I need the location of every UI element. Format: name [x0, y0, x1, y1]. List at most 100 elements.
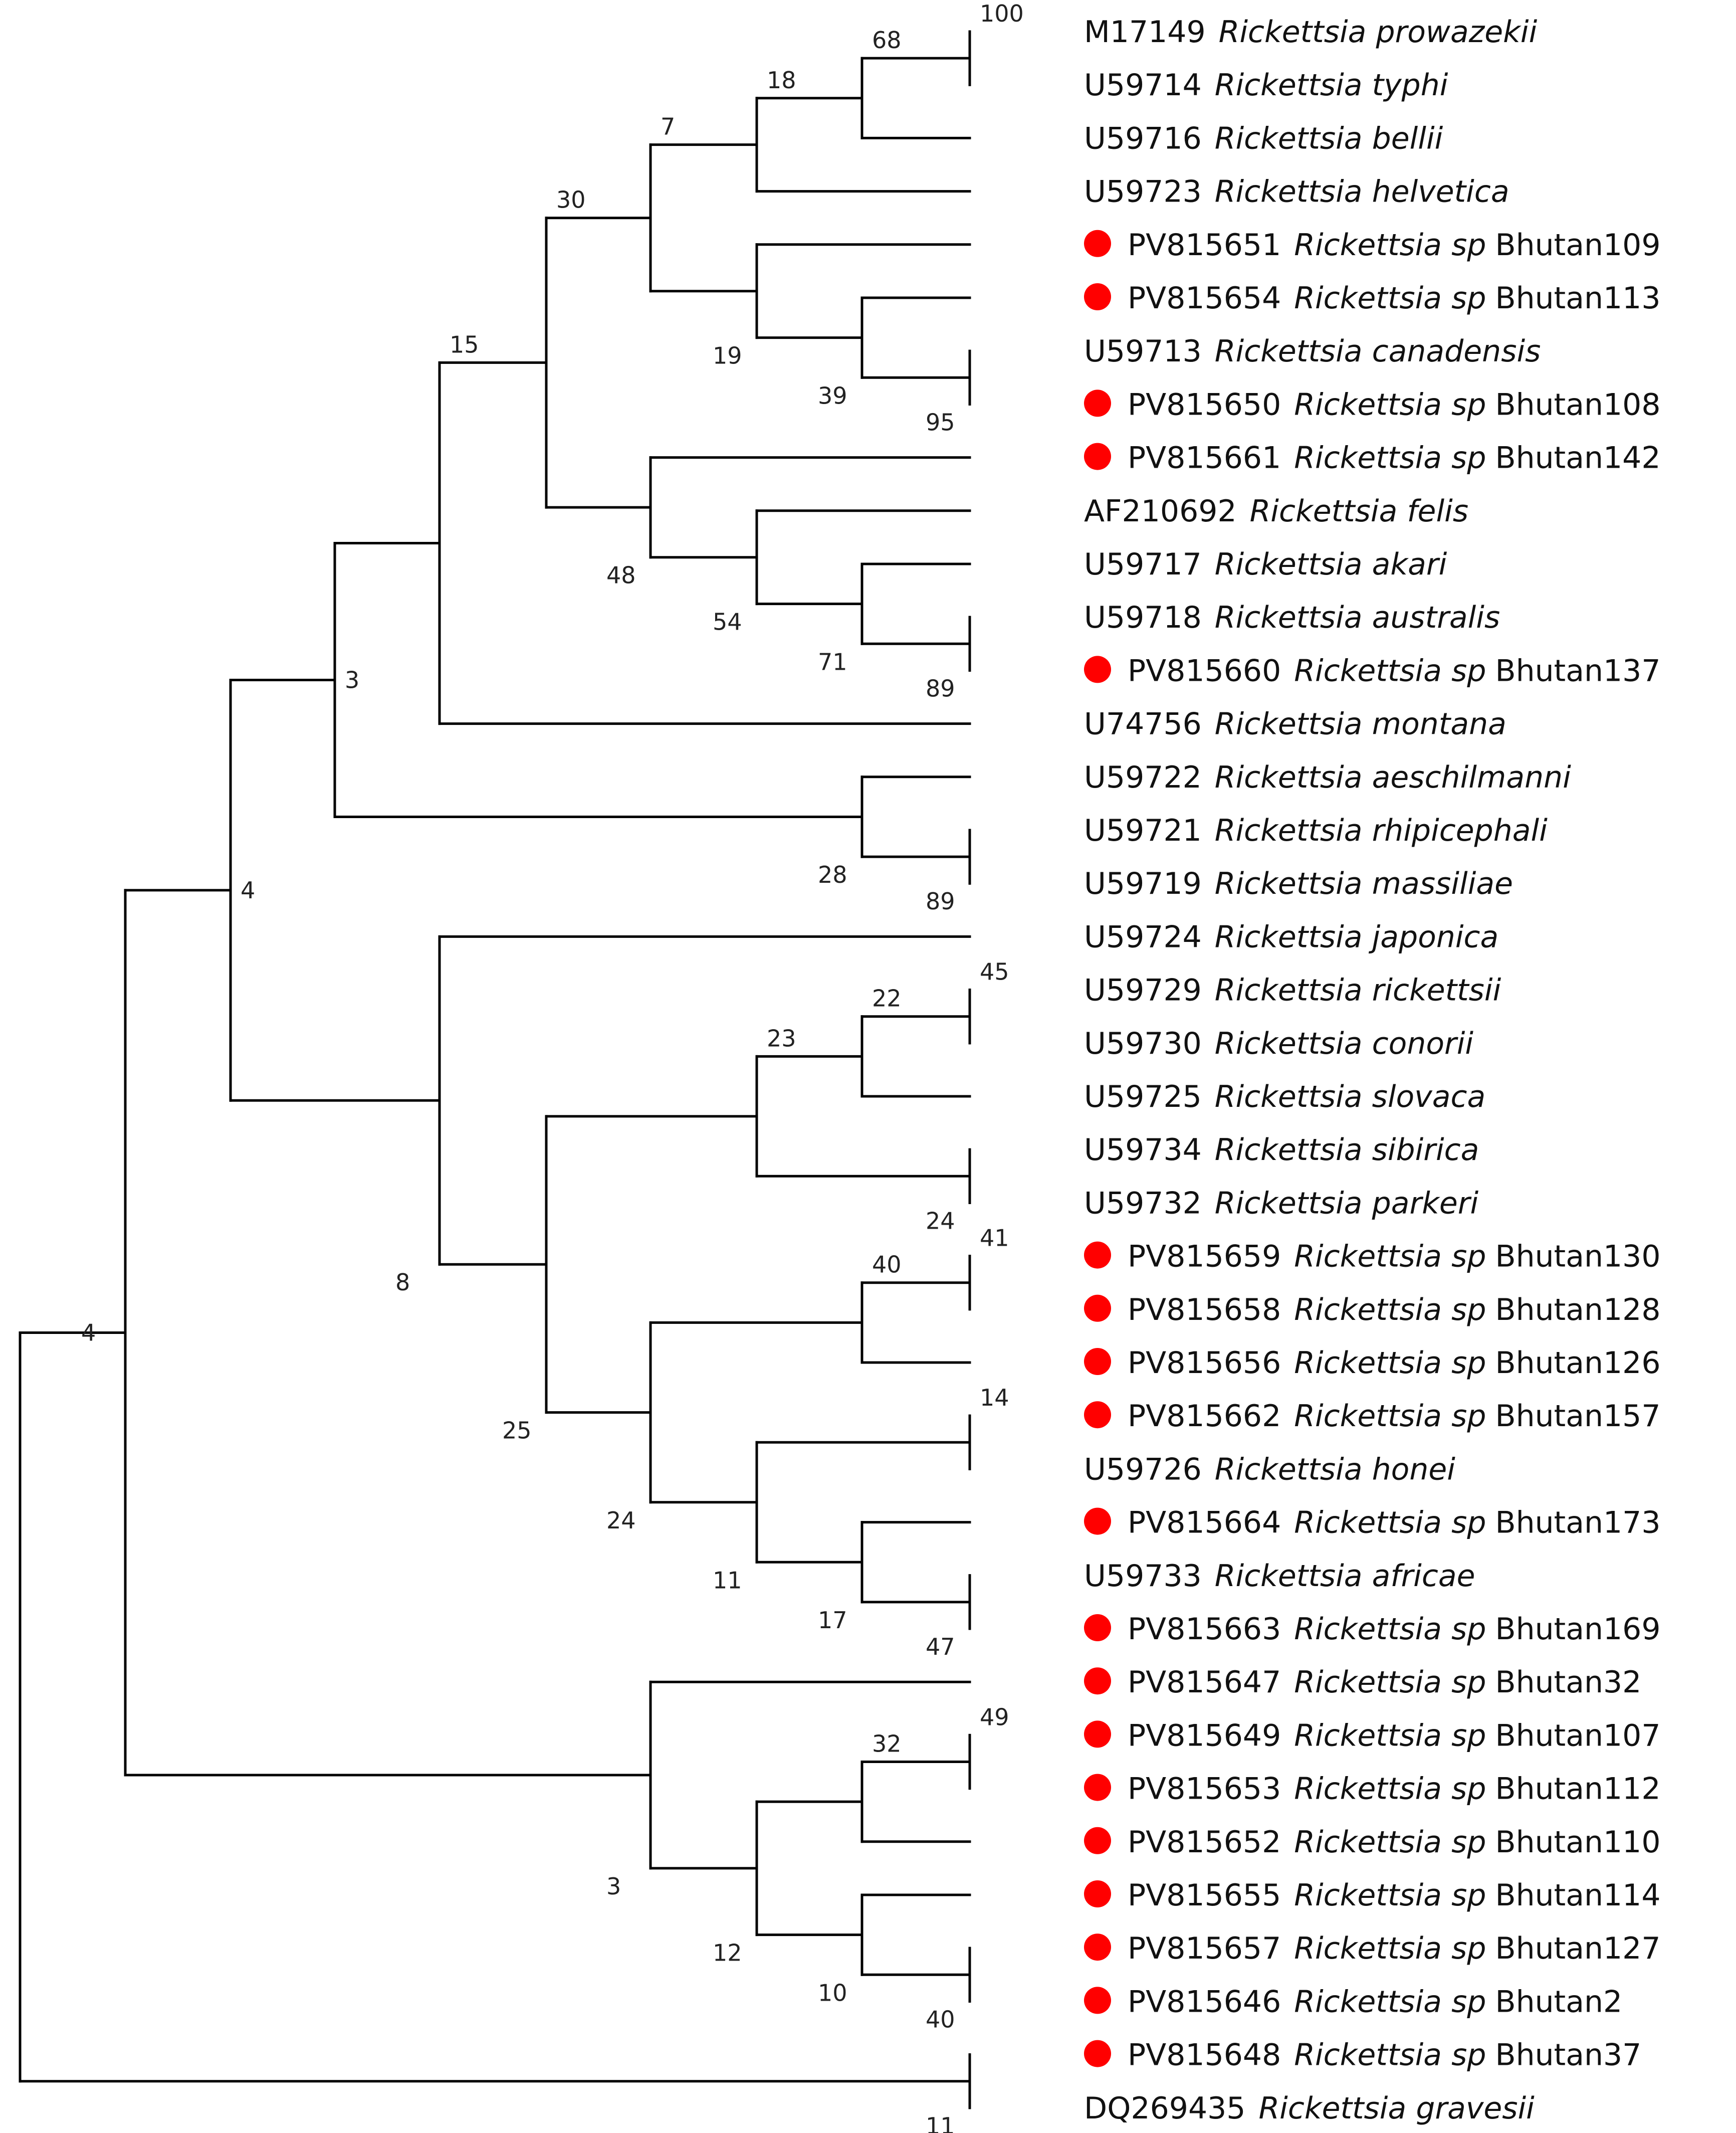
bhutan-sample-marker-icon: [1084, 283, 1111, 310]
tip-pv815646: PV815646 Rickettsia sp Bhutan2: [1084, 1984, 1622, 2019]
bootstrap-value: 95: [926, 409, 955, 436]
bhutan-sample-marker-icon: [1084, 1880, 1111, 1907]
bootstrap-value: 25: [502, 1417, 532, 1444]
tip-pv815660: PV815660 Rickettsia sp Bhutan137: [1084, 653, 1661, 688]
strain-name: Bhutan110: [1495, 1825, 1660, 1860]
bhutan-sample-marker-icon: [1084, 1827, 1111, 1854]
taxon-label: U74756 Rickettsia montana: [1084, 707, 1506, 742]
tip-u59721: U59721 Rickettsia rhipicephali: [1084, 813, 1548, 848]
accession-number: U59726: [1084, 1452, 1202, 1487]
bhutan-sample-marker-icon: [1084, 1241, 1111, 1269]
tip-pv815664: PV815664 Rickettsia sp Bhutan173: [1084, 1505, 1661, 1540]
accession-number: U59722: [1084, 760, 1202, 795]
strain-name: Bhutan130: [1495, 1239, 1660, 1274]
accession-number: U59732: [1084, 1186, 1202, 1221]
species-name: Rickettsia helvetica: [1215, 174, 1509, 210]
taxon-label: AF210692 Rickettsia felis: [1084, 494, 1468, 529]
taxon-label: PV815664 Rickettsia sp Bhutan173: [1128, 1505, 1661, 1540]
tip-u59723: U59723 Rickettsia helvetica: [1084, 174, 1509, 210]
taxon-label: M17149 Rickettsia prowazekii: [1084, 15, 1538, 50]
species-name: Rickettsia sp: [1294, 1612, 1486, 1647]
strain-name: Bhutan37: [1495, 2038, 1641, 2073]
species-name: Rickettsia sibirica: [1215, 1132, 1479, 1168]
accession-number: U59730: [1084, 1026, 1202, 1061]
accession-number: U59714: [1084, 68, 1202, 103]
species-name: Rickettsia sp: [1294, 1772, 1486, 1807]
accession-number: U59717: [1084, 547, 1202, 582]
strain-name: Bhutan109: [1495, 228, 1660, 263]
bootstrap-value: 18: [767, 67, 796, 94]
accession-number: U59721: [1084, 813, 1202, 848]
bhutan-sample-marker-icon: [1084, 1614, 1111, 1641]
bootstrap-value: 15: [450, 331, 479, 358]
taxon-label: U59721 Rickettsia rhipicephali: [1084, 813, 1548, 848]
taxon-label: U59714 Rickettsia typhi: [1084, 68, 1448, 103]
bootstrap-value: 23: [767, 1025, 796, 1052]
bootstrap-value: 11: [926, 2112, 955, 2133]
taxon-label: U59719 Rickettsia massiliae: [1084, 866, 1513, 901]
bootstrap-value: 4: [241, 877, 255, 904]
bootstrap-value: 19: [713, 342, 742, 369]
strain-name: Bhutan127: [1495, 1931, 1660, 1966]
tip-pv815650: PV815650 Rickettsia sp Bhutan108: [1084, 387, 1661, 422]
accession-number: PV815656: [1128, 1345, 1281, 1381]
species-name: Rickettsia africae: [1215, 1559, 1475, 1594]
accession-number: U59724: [1084, 919, 1202, 954]
species-name: Rickettsia sp: [1294, 653, 1486, 688]
bhutan-sample-marker-icon: [1084, 1667, 1111, 1695]
accession-number: M17149: [1084, 15, 1206, 50]
species-name: Rickettsia sp: [1294, 441, 1486, 476]
tip-pv815658: PV815658 Rickettsia sp Bhutan128: [1084, 1292, 1661, 1327]
bhutan-sample-marker-icon: [1084, 230, 1111, 257]
accession-number: PV815663: [1128, 1612, 1281, 1647]
bootstrap-value: 8: [395, 1269, 410, 1296]
bhutan-sample-marker-icon: [1084, 1294, 1111, 1322]
taxon-label: PV815649 Rickettsia sp Bhutan107: [1128, 1718, 1661, 1753]
taxon-label: PV815659 Rickettsia sp Bhutan130: [1128, 1239, 1661, 1274]
taxon-label: U59729 Rickettsia rickettsii: [1084, 973, 1501, 1008]
taxon-label: PV815646 Rickettsia sp Bhutan2: [1128, 1984, 1622, 2019]
accession-number: U59725: [1084, 1079, 1202, 1114]
bootstrap-value: 3: [345, 666, 359, 693]
bootstrap-value: 40: [926, 2006, 955, 2033]
species-name: Rickettsia canadensis: [1215, 334, 1541, 369]
tip-u59714: U59714 Rickettsia typhi: [1084, 68, 1448, 103]
accession-number: U59729: [1084, 973, 1202, 1008]
bootstrap-value: 4: [81, 1319, 96, 1346]
taxon-label: U59726 Rickettsia honei: [1084, 1452, 1455, 1487]
accession-number: PV815654: [1128, 281, 1281, 316]
species-name: Rickettsia felis: [1250, 494, 1468, 529]
accession-number: PV815646: [1128, 1984, 1281, 2019]
strain-name: Bhutan2: [1495, 1984, 1622, 2019]
species-name: Rickettsia rickettsii: [1215, 973, 1501, 1008]
bhutan-sample-marker-icon: [1084, 390, 1111, 417]
bootstrap-labels: 1006818953919789715448301589283452224234…: [81, 0, 1024, 2133]
bootstrap-value: 54: [713, 609, 742, 636]
species-name: Rickettsia montana: [1215, 707, 1506, 742]
taxon-label: PV815648 Rickettsia sp Bhutan37: [1128, 2038, 1641, 2073]
species-name: Rickettsia sp: [1294, 1505, 1486, 1540]
taxon-label: PV815651 Rickettsia sp Bhutan109: [1128, 228, 1661, 263]
tip-u59722: U59722 Rickettsia aeschilmanni: [1084, 760, 1571, 795]
accession-number: U59713: [1084, 334, 1202, 369]
species-name: Rickettsia sp: [1294, 1399, 1486, 1434]
bhutan-sample-marker-icon: [1084, 1774, 1111, 1801]
accession-number: PV815660: [1128, 653, 1281, 688]
tip-u59725: U59725 Rickettsia slovaca: [1084, 1079, 1485, 1114]
accession-number: DQ269435: [1084, 2091, 1245, 2126]
tip-u59734: U59734 Rickettsia sibirica: [1084, 1132, 1479, 1168]
accession-number: PV815647: [1128, 1665, 1281, 1700]
bootstrap-value: 17: [818, 1607, 847, 1634]
accession-number: U59718: [1084, 600, 1202, 635]
bootstrap-value: 40: [872, 1251, 902, 1278]
tip-pv815661: PV815661 Rickettsia sp Bhutan142: [1084, 441, 1661, 476]
bhutan-sample-marker-icon: [1084, 443, 1111, 470]
accession-number: PV815653: [1128, 1772, 1281, 1807]
species-name: Rickettsia sp: [1294, 281, 1486, 316]
species-name: Rickettsia conorii: [1215, 1026, 1474, 1061]
bhutan-sample-marker-icon: [1084, 2040, 1111, 2067]
taxon-label: U59733 Rickettsia africae: [1084, 1559, 1475, 1594]
taxon-label: PV815647 Rickettsia sp Bhutan32: [1128, 1665, 1641, 1700]
species-name: Rickettsia parkeri: [1215, 1186, 1479, 1221]
tip-u59726: U59726 Rickettsia honei: [1084, 1452, 1455, 1487]
